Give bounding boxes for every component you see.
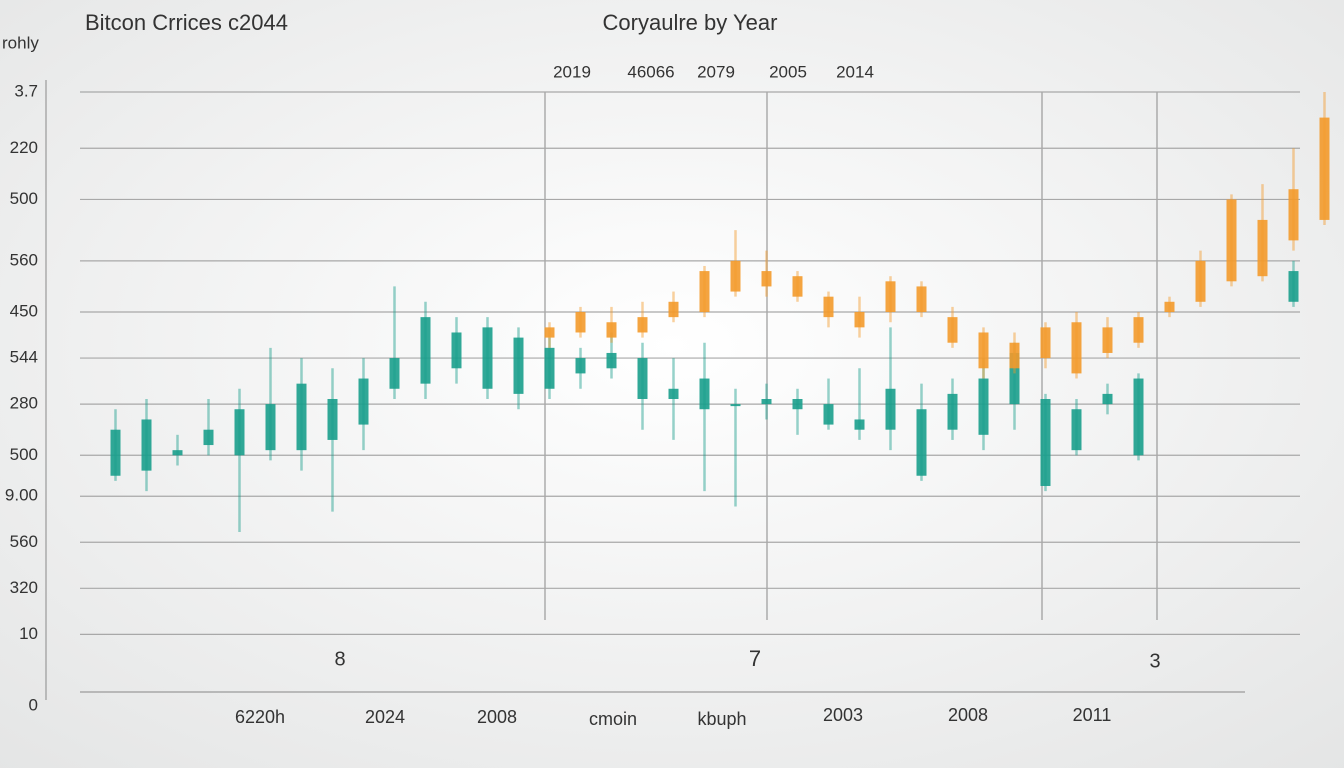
candle-body [1195,260,1206,302]
candle-body [1102,393,1113,405]
candle-body [389,358,400,389]
candle-body [978,378,989,435]
candle-body [1257,219,1268,277]
candle-body [1319,117,1330,220]
x-label: kbuph [697,709,746,729]
candle-body [730,404,741,407]
y-tick-label: 544 [10,348,38,367]
x-label: 2008 [477,707,517,727]
candle-body [637,317,648,333]
candle-body [1071,409,1082,451]
y-tick-label: 500 [10,189,38,208]
annotation: 7 [749,646,761,671]
candle-body [1288,189,1299,241]
y-tick-label: 560 [10,532,38,551]
annotation: 3 [1149,650,1160,672]
candle-body [792,399,803,410]
candle-body [203,429,214,446]
candle-body [1040,399,1051,486]
candle-body [606,352,617,369]
candle-body [885,388,896,430]
y-axis-label: rohly [2,33,39,52]
top-label: 2079 [697,62,735,81]
candle-body [110,429,121,476]
candle-body [1009,342,1020,369]
y-tick-label: 10 [19,624,38,643]
candle-body [823,296,834,318]
candle-body [916,409,927,476]
y-tick-label: 9.00 [5,486,38,505]
y-tick-label: 560 [10,250,38,269]
x-label: 2008 [948,705,988,725]
y-tick-label: 3.7 [14,81,38,100]
candle-body [1040,327,1051,359]
top-label: 2019 [553,62,591,81]
top-label: 46066 [627,62,674,81]
annotation: 8 [334,648,345,670]
candle-body [513,337,524,394]
x-label: 2024 [365,707,405,727]
candle-body [172,450,183,456]
candle-body [296,383,307,451]
candle-body [575,312,586,333]
candle-body [327,399,338,440]
candle-body [668,388,679,399]
candle-body [1288,271,1299,302]
top-label: 2005 [769,62,807,81]
candle-body [668,301,679,318]
candle-body [1133,317,1144,343]
chart-subtitle: Coryaulre by Year [603,10,778,35]
y-tick-label: 220 [10,138,38,157]
y-tick-label: 280 [10,394,38,413]
candle-body [947,317,958,343]
candle-body [916,286,927,313]
candle-body [699,378,710,410]
candle-body [978,332,989,369]
candle-body [141,419,152,471]
candle-body [761,399,772,405]
candle-body [1133,378,1144,456]
candle-body [544,327,555,338]
x-label: 2011 [1073,705,1112,725]
candle-body [1226,199,1237,282]
candle-body [1071,322,1082,374]
candle-body [730,260,741,292]
candle-body [947,393,958,430]
candle-body [575,358,586,374]
candle-body [885,281,896,313]
candle-body [606,322,617,338]
candle-body [265,404,276,451]
candle-body [420,317,431,384]
top-label: 2014 [836,62,874,81]
candle-body [482,327,493,389]
candle-body [792,276,803,297]
candle-body [761,271,772,287]
candle-body [823,404,834,425]
candle-body [1009,352,1020,405]
candle-body [854,419,865,430]
y-tick-label: 320 [10,578,38,597]
x-label: 6220h [235,707,285,727]
candle-body [1102,327,1113,353]
y-tick-label: 500 [10,445,38,464]
candle-body [234,409,245,456]
candle-body [699,271,710,313]
candle-body [451,332,462,369]
candle-body [358,378,369,425]
candle-body [854,312,865,328]
x-label: cmoin [589,709,637,729]
chart-title: Bitcon Crrices c2044 [85,10,288,35]
candle-body [637,358,648,399]
x-label: 2003 [823,705,863,725]
y-tick-label: 450 [10,302,38,321]
candle-body [1164,301,1175,313]
candle-body [544,347,555,389]
y-tick-label: 0 [29,695,38,714]
